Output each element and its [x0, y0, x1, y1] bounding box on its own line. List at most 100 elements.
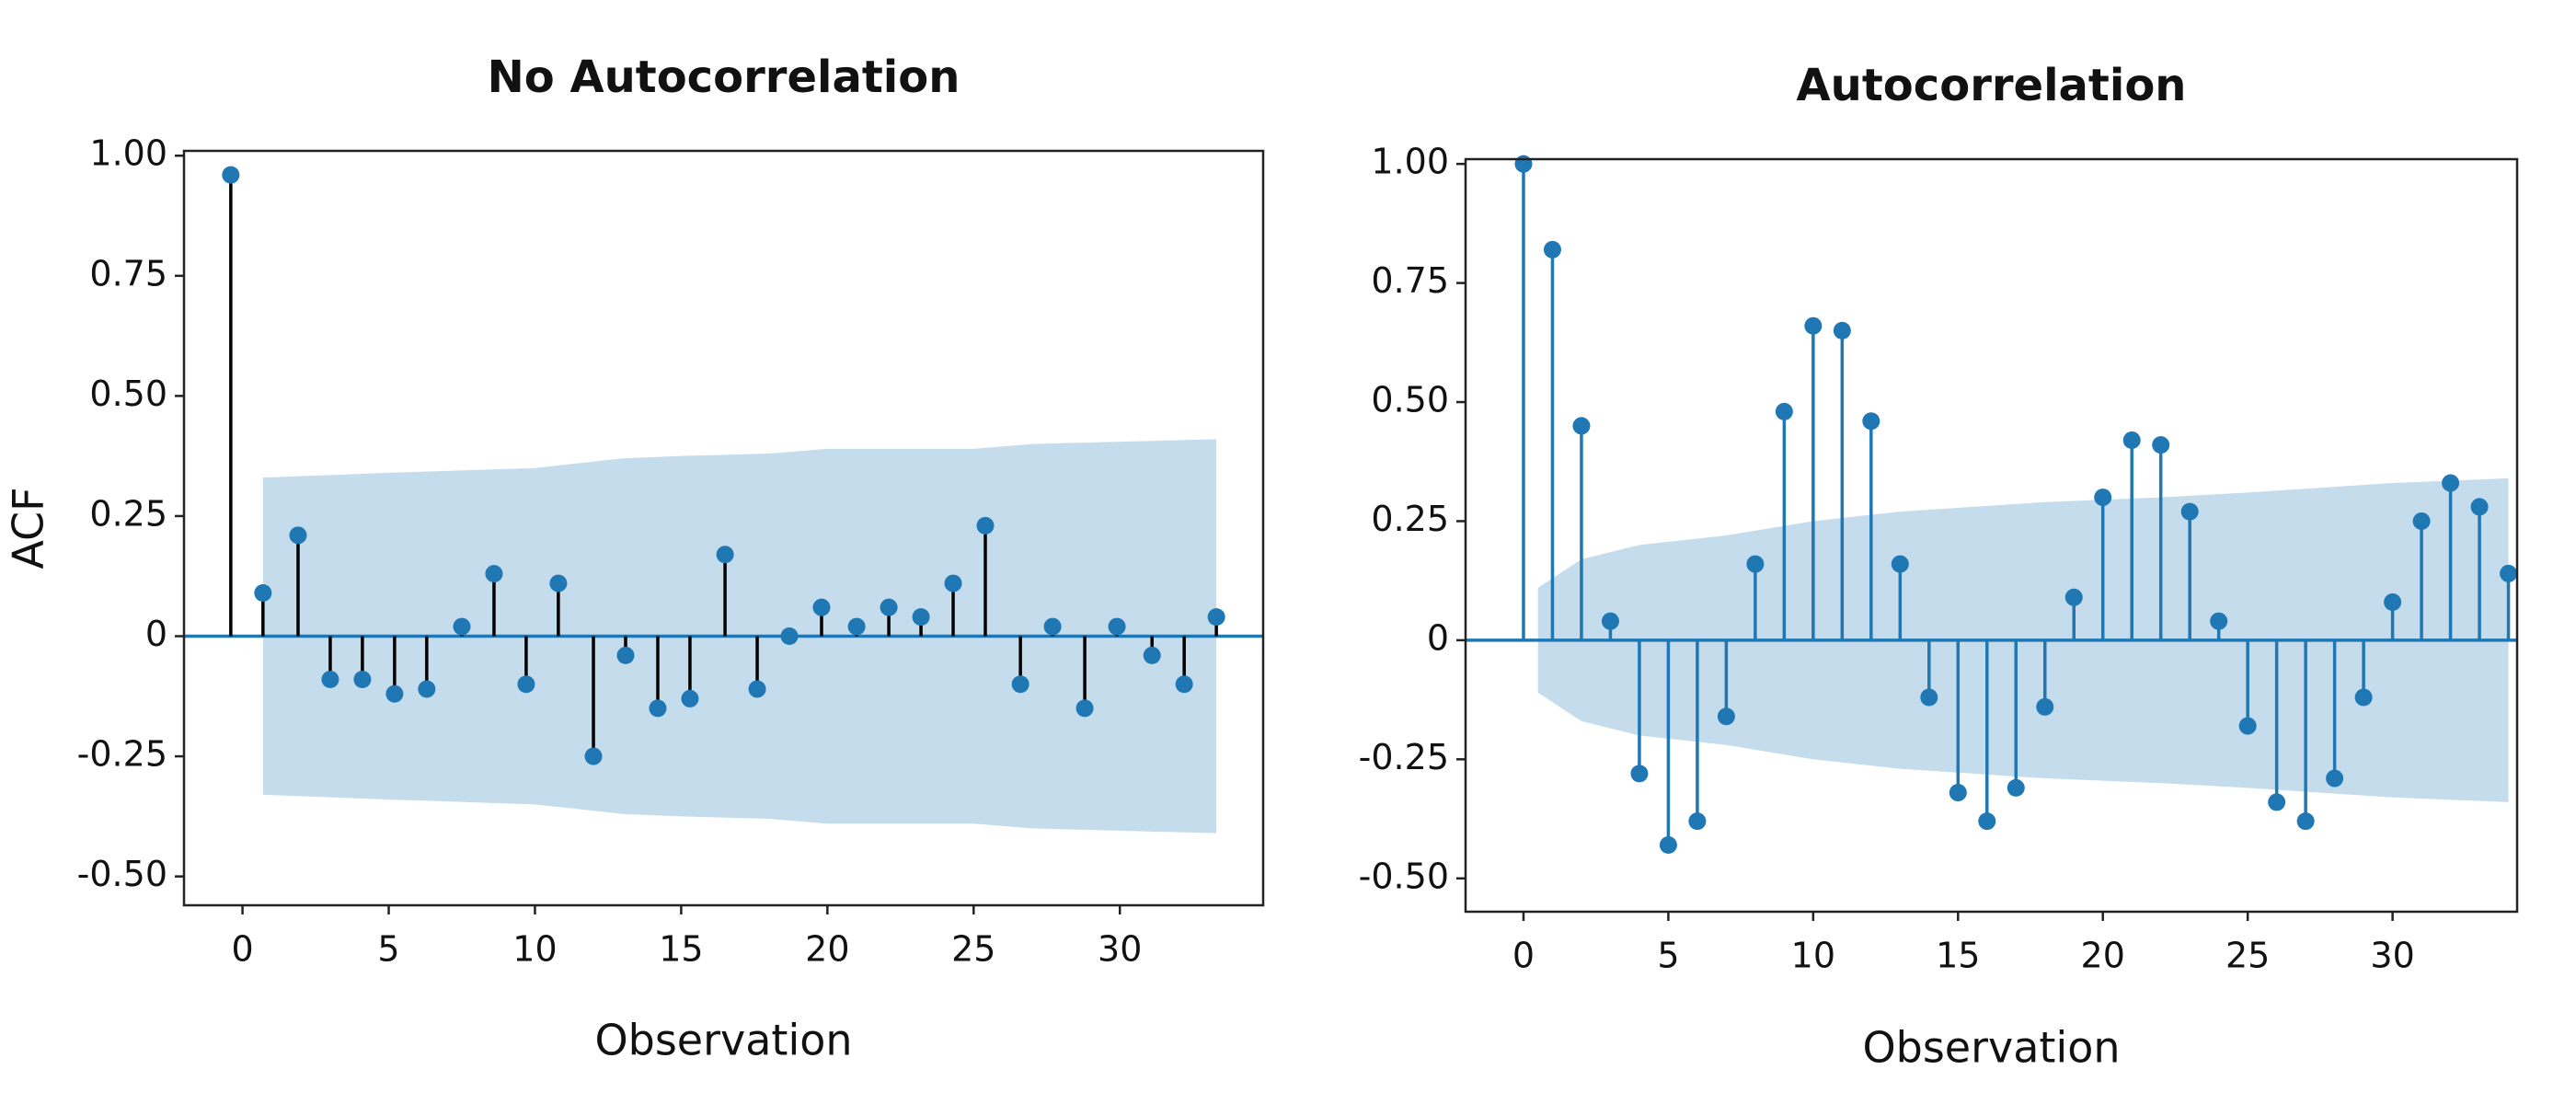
marker [2354, 688, 2373, 707]
marker [485, 565, 503, 583]
marker [2210, 612, 2228, 630]
marker [2500, 564, 2518, 582]
marker [453, 617, 471, 636]
x-tick-label: 15 [659, 929, 703, 970]
marker [912, 608, 930, 627]
marker [1630, 765, 1649, 783]
marker [2180, 502, 2199, 521]
marker [517, 675, 535, 694]
marker [1075, 699, 1094, 718]
chart-title: Autocorrelation [1797, 60, 2187, 111]
marker [2064, 588, 2083, 606]
marker [1108, 617, 1126, 636]
marker [1891, 555, 1909, 573]
x-tick-label: 20 [2081, 936, 2125, 976]
y-tick-label: 0.75 [89, 253, 167, 293]
y-tick-label: 0.25 [89, 493, 167, 534]
marker [1572, 417, 1591, 435]
marker [847, 617, 866, 636]
marker [780, 627, 799, 646]
marker [418, 680, 436, 698]
x-tick-label: 25 [951, 929, 995, 970]
marker [2122, 431, 2141, 449]
y-tick-label: 0.25 [1371, 499, 1449, 539]
marker [649, 699, 667, 718]
x-tick-label: 30 [1098, 929, 1142, 970]
y-tick-label: -0.25 [1359, 737, 1449, 777]
marker [549, 574, 568, 592]
y-tick-label: 0 [1427, 617, 1449, 658]
y-tick-label: -0.50 [77, 854, 167, 894]
marker [2442, 474, 2460, 492]
chart-title: No Autocorrelation [488, 52, 960, 103]
x-tick-label: 0 [231, 929, 253, 970]
y-tick-label: 0.50 [1371, 380, 1449, 420]
marker [1746, 555, 1765, 573]
marker [1543, 240, 1561, 259]
chart-panel: 1.00 0.75 0.50 0.25 0 -0.25 -0.50 0 5 10 15 20 25 30 A… [1359, 60, 2519, 1073]
marker [976, 516, 995, 535]
x-axis-label: Observation [594, 1016, 852, 1065]
x-tick-label: 20 [805, 929, 849, 970]
marker [2036, 697, 2054, 716]
x-tick-label: 5 [1657, 936, 1679, 976]
x-tick-label: 30 [2370, 936, 2414, 976]
marker [1207, 608, 1225, 627]
marker [1143, 646, 1161, 664]
marker [2094, 489, 2112, 507]
x-tick-label: 10 [512, 929, 557, 970]
x-tick-label: 10 [1791, 936, 1835, 976]
marker [1011, 675, 1029, 694]
marker [2152, 436, 2170, 454]
marker [1601, 612, 1619, 630]
x-tick-label: 5 [377, 929, 399, 970]
marker [1833, 321, 1851, 339]
marker [880, 598, 898, 616]
marker [944, 574, 962, 592]
x-axis-label: Observation [1862, 1023, 2120, 1073]
marker [353, 671, 372, 689]
marker [1978, 812, 1996, 831]
marker [289, 526, 307, 545]
marker [681, 689, 699, 707]
marker [716, 546, 734, 564]
marker [1717, 707, 1735, 726]
y-tick-label: -0.25 [77, 734, 167, 775]
marker [748, 680, 766, 698]
marker [1804, 316, 1823, 335]
marker [254, 584, 272, 603]
marker [1659, 836, 1677, 855]
marker [1862, 412, 1880, 431]
marker [584, 747, 603, 765]
marker [1688, 812, 1707, 831]
axes-frame [182, 149, 1265, 907]
x-tick-label: 15 [1936, 936, 1980, 976]
y-tick-label: 0.50 [89, 374, 167, 414]
chart-panel: 1.00 0.75 0.50 0.25 0 -0.25 -0.50 0 5 10 15 20 25 30 N… [4, 52, 1265, 1065]
marker [1920, 688, 1938, 707]
marker [321, 671, 339, 689]
marker [2412, 512, 2431, 530]
x-tick-label: 0 [1512, 936, 1535, 976]
marker [1514, 155, 1533, 173]
marker [812, 598, 831, 616]
marker [1949, 784, 1967, 802]
marker [1775, 402, 1793, 420]
marker [2470, 498, 2489, 516]
y-axis-label: ACF [4, 487, 53, 569]
y-tick-label: -0.50 [1359, 856, 1449, 896]
marker [2296, 812, 2315, 831]
axes-frame [1464, 157, 2519, 914]
y-tick-label: 0 [145, 614, 167, 654]
marker [2268, 793, 2286, 811]
marker [1175, 675, 1193, 694]
y-tick-label: 1.00 [89, 133, 167, 174]
marker [222, 166, 240, 184]
marker [385, 684, 404, 703]
marker [2007, 778, 2025, 797]
marker [2238, 717, 2257, 735]
y-tick-label: 1.00 [1371, 142, 1449, 182]
marker [2326, 769, 2344, 788]
x-tick-label: 25 [2225, 936, 2270, 976]
